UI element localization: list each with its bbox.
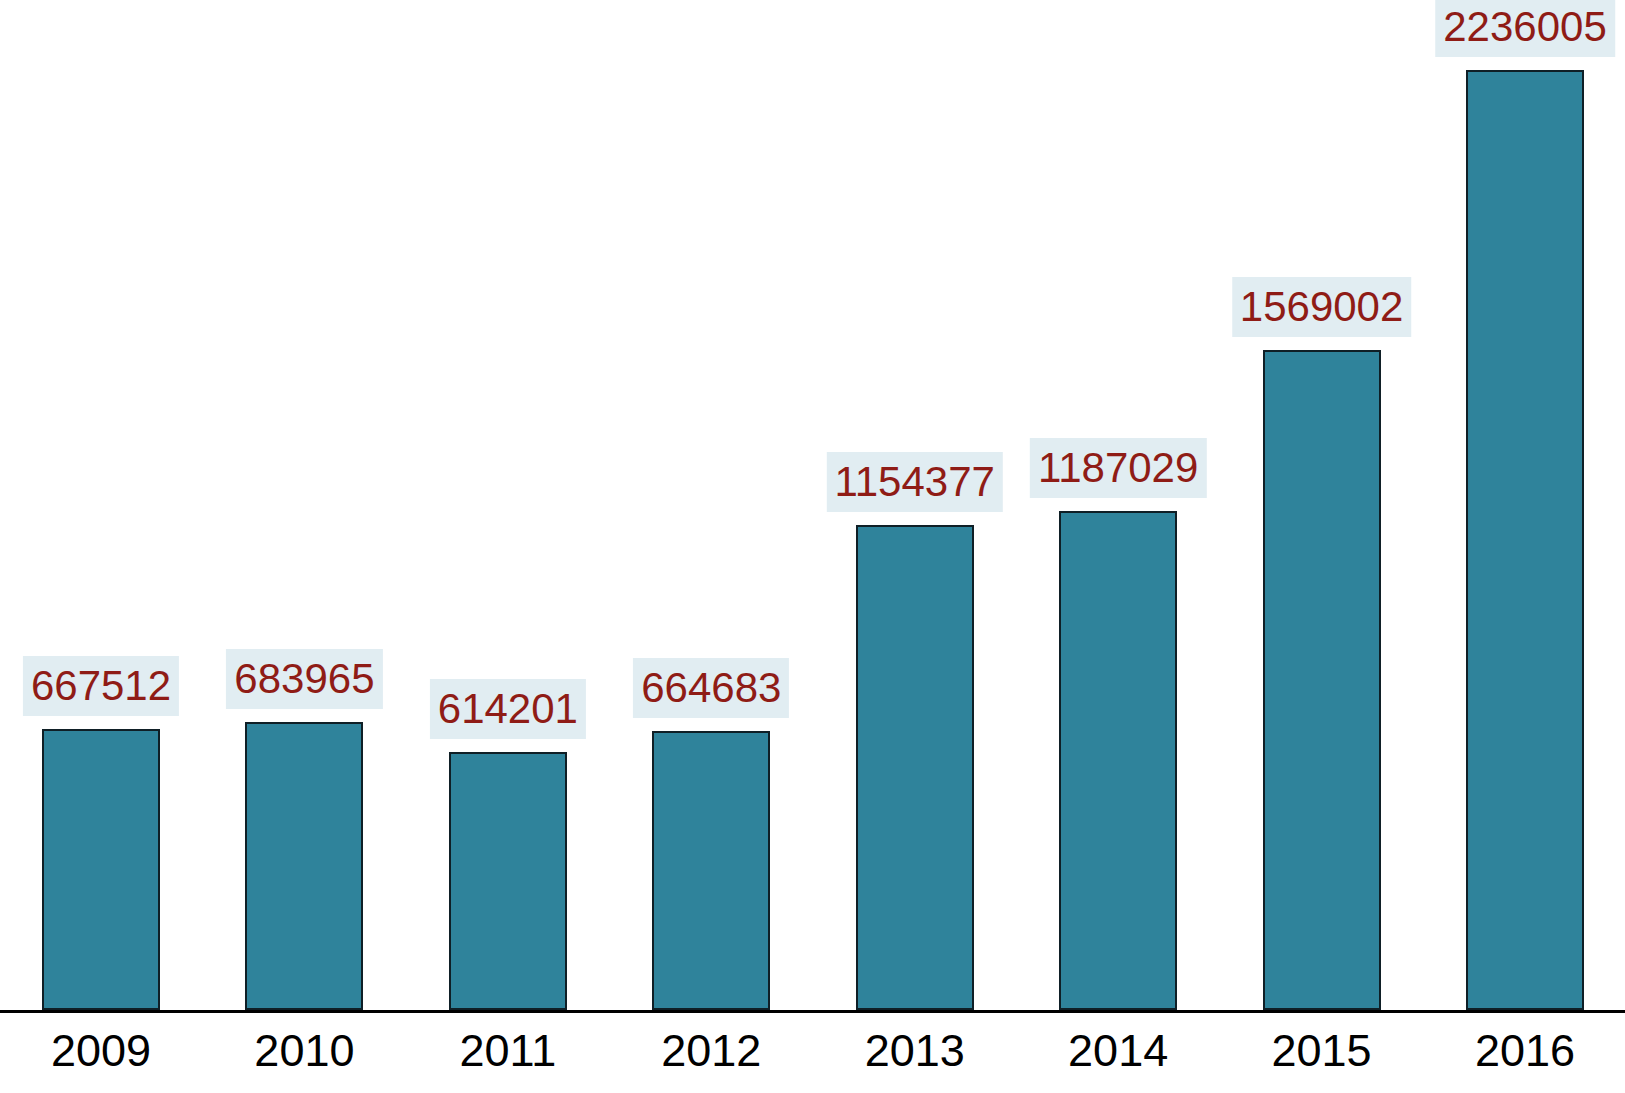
bar-2012	[652, 731, 770, 1010]
bar-value-label: 1154377	[827, 452, 1003, 512]
x-axis-tick-label: 2014	[1068, 1028, 1168, 1073]
bar-2015	[1263, 350, 1381, 1010]
bar-value-label: 683965	[226, 649, 382, 709]
bar-2010	[245, 722, 363, 1010]
x-axis-tick-label: 2010	[254, 1028, 354, 1073]
bar-2009	[42, 729, 160, 1010]
x-axis-tick-label: 2013	[865, 1028, 965, 1073]
x-axis-line	[0, 1010, 1625, 1013]
bar-value-label: 1569002	[1232, 277, 1412, 337]
bar-value-label: 614201	[430, 679, 586, 739]
x-axis-tick-label: 2012	[661, 1028, 761, 1073]
bar-2011	[449, 752, 567, 1010]
bar-value-label: 667512	[23, 656, 179, 716]
bar-2013	[856, 525, 974, 1010]
bar-chart: 667512 683965 614201 664683 1154377 1187029 15…	[0, 0, 1625, 1093]
bar-value-label: 1187029	[1030, 438, 1206, 498]
x-axis-tick-label: 2016	[1475, 1028, 1575, 1073]
x-axis-tick-label: 2015	[1272, 1028, 1372, 1073]
bar-2014	[1059, 511, 1177, 1010]
x-axis-tick-label: 2011	[459, 1028, 556, 1073]
bar-value-label: 2236005	[1435, 0, 1615, 57]
bar-value-label: 664683	[633, 658, 789, 718]
bar-2016	[1466, 70, 1584, 1010]
x-axis-tick-label: 2009	[51, 1028, 151, 1073]
